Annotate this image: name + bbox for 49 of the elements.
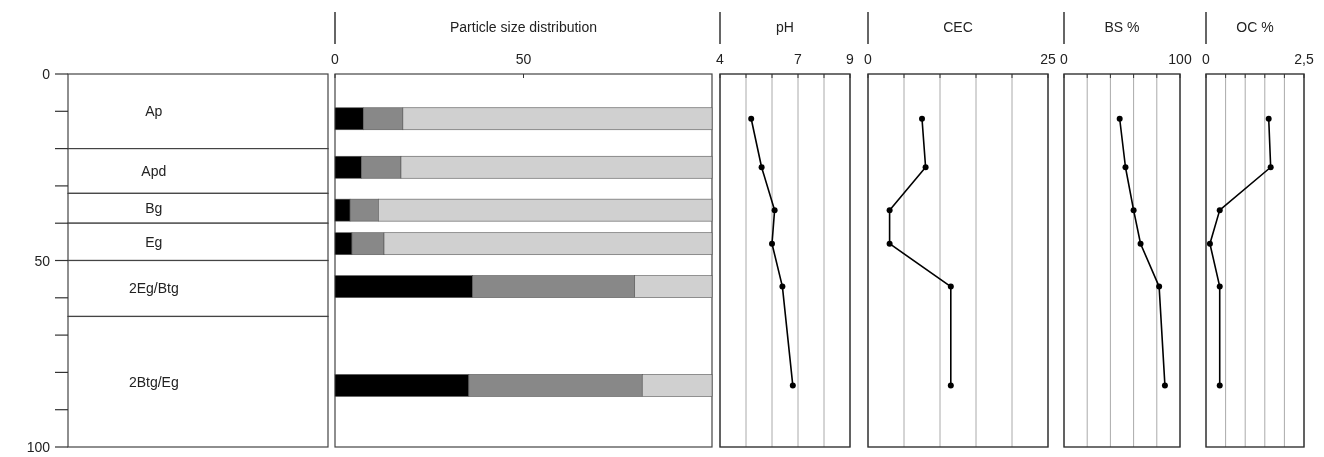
point (771, 207, 778, 214)
point (1137, 240, 1144, 247)
x-tick-label: 100 (1168, 51, 1192, 67)
x-tick-label: 2,5 (1294, 51, 1314, 67)
y-tick-label: 50 (34, 252, 51, 269)
point (789, 382, 796, 389)
point (1122, 164, 1129, 171)
x-tick-label: 0 (331, 51, 340, 67)
x-tick-label: 50 (515, 51, 532, 67)
point (1116, 115, 1123, 122)
series-label: Bg (145, 200, 163, 217)
point (758, 164, 765, 171)
x-tick-label: 4 (716, 51, 725, 67)
point (1216, 283, 1223, 290)
point (947, 382, 954, 389)
point (1265, 115, 1272, 122)
chart-title: CEC (943, 19, 973, 35)
point (1206, 240, 1213, 247)
chart-title: Particle size distribution (449, 19, 598, 35)
point (919, 115, 925, 122)
point (1216, 207, 1223, 214)
point (922, 164, 929, 171)
chart-title: pH (776, 19, 794, 35)
x-tick-label: 9 (846, 51, 855, 67)
point (748, 115, 755, 122)
series-label: Apd (141, 162, 167, 179)
y-tick-label: 0 (42, 66, 51, 82)
point (1216, 382, 1223, 389)
point (779, 283, 786, 290)
point (886, 240, 893, 247)
point (1130, 207, 1137, 214)
chart-title: BS % (1104, 19, 1140, 35)
x-tick-label: 25 (1040, 51, 1056, 67)
x-tick-label: 0 (1060, 51, 1069, 67)
y-tick-label: 100 (26, 439, 51, 455)
x-tick-label: 7 (794, 51, 803, 67)
point (886, 207, 893, 214)
point (769, 240, 775, 247)
point (1267, 164, 1274, 171)
point (947, 283, 954, 290)
series-label: Ap (145, 103, 163, 120)
x-tick-label: 0 (1202, 51, 1211, 67)
x-tick-label: 0 (864, 51, 873, 67)
series-label: 2Btg/Eg (128, 373, 179, 390)
chart-title: OC % (1236, 19, 1274, 35)
point (1161, 382, 1168, 389)
series-label: 2Eg/Btg (128, 280, 179, 297)
series-label: Eg (145, 233, 163, 250)
point (1156, 283, 1163, 290)
